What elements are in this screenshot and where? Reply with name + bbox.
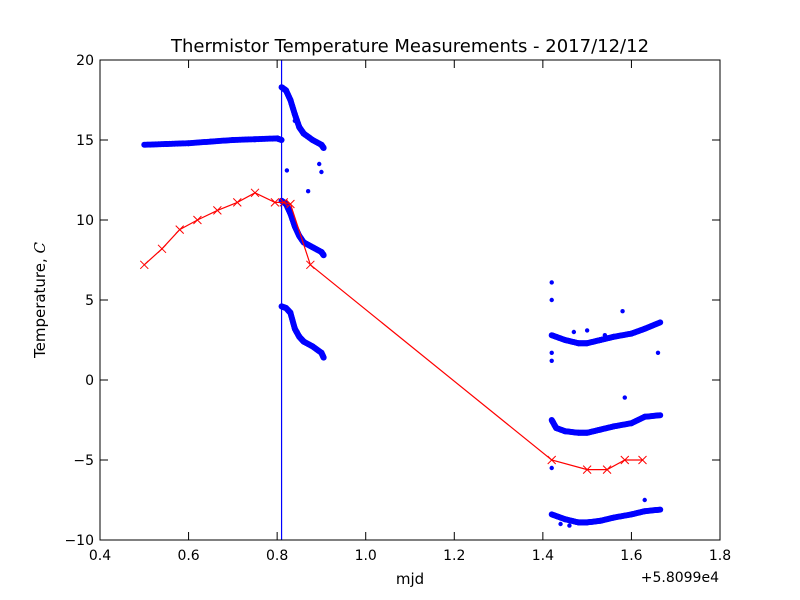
scatter-point — [657, 506, 664, 513]
line-series-marker — [157, 244, 167, 254]
scatter-point — [317, 161, 322, 167]
x-tick-label: 0.4 — [89, 548, 111, 564]
line-series-marker — [602, 465, 612, 474]
scatter-point — [549, 297, 554, 303]
scatter-series-4 — [548, 319, 664, 347]
scatter-point — [622, 395, 627, 400]
scatter-point — [320, 145, 327, 151]
scatter-point — [571, 329, 577, 335]
line-series-marker — [270, 198, 280, 207]
chart-title: Thermistor Temperature Measurements - 20… — [170, 36, 649, 57]
line-series-marker — [620, 455, 630, 465]
line-series-marker — [250, 188, 260, 198]
scatter-point — [292, 118, 298, 124]
scatter-point — [319, 169, 324, 175]
scatter-point — [655, 350, 661, 355]
scatter-point — [320, 252, 327, 259]
y-axis-label: Temperature, C — [31, 241, 49, 359]
scatter-point — [558, 521, 563, 527]
line-series-marker — [232, 198, 242, 207]
y-tick-label: −5 — [73, 453, 94, 469]
scatter-point — [549, 358, 554, 363]
scatter-point — [584, 328, 590, 333]
y-tick-label: 5 — [85, 293, 94, 309]
line-series-marker — [175, 225, 185, 234]
scatter-point — [602, 333, 608, 338]
line-series-marker — [306, 260, 315, 270]
scatter-series-3 — [278, 303, 327, 361]
x-tick-label: 1.6 — [620, 548, 642, 564]
line-series-marker — [638, 455, 647, 465]
scatter-point — [305, 189, 311, 194]
y-tick-label: 20 — [76, 53, 94, 69]
y-tick-label: 0 — [85, 373, 94, 389]
axis-ticks: 0.4 0.6 0.8 1.0 1.2 1.4 1.6 1.8 −10 −5 0 5 10 15 20 — [64, 53, 731, 564]
plot-area — [139, 60, 664, 540]
x-tick-label: 1.4 — [532, 548, 554, 564]
scatter-point — [657, 412, 664, 419]
x-tick-label: 1.2 — [443, 548, 465, 564]
scatter-series-6 — [548, 506, 664, 526]
scatter-point — [620, 309, 625, 314]
x-tick-label: 1.8 — [709, 548, 731, 564]
y-tick-label: −10 — [64, 533, 94, 549]
x-tick-label: 0.6 — [177, 548, 199, 564]
scatter-point — [320, 354, 327, 361]
scatter-series-0 — [141, 135, 285, 148]
line-series-marker — [286, 199, 295, 209]
line-series-marker — [213, 206, 222, 215]
line-series-marker — [279, 198, 289, 207]
x-offset-label: +5.8099e4 — [641, 570, 719, 586]
scatter-point — [549, 280, 554, 285]
scatter-point — [642, 497, 647, 503]
x-tick-label: 0.8 — [266, 548, 288, 564]
y-axis-label-symbol: C — [31, 241, 49, 253]
y-tick-label: 10 — [76, 213, 94, 229]
scatter-series-1 — [278, 84, 327, 151]
line-series-marker — [193, 215, 202, 225]
line-series-marker — [582, 465, 592, 474]
scatter-point — [549, 350, 554, 355]
x-tick-label: 1.0 — [355, 548, 377, 564]
y-axis-label-text: Temperature, — [31, 253, 49, 359]
scatter-point — [567, 523, 572, 528]
y-tick-label: 15 — [76, 133, 94, 149]
scatter-point — [284, 168, 290, 173]
line-series-path — [143, 192, 643, 471]
scatter-series-5 — [548, 412, 664, 436]
scatter-point — [549, 465, 554, 471]
line-series-marker — [139, 260, 149, 270]
x-axis-label: mjd — [396, 570, 424, 588]
scatter-point — [657, 319, 664, 326]
line-series-marker — [547, 455, 557, 465]
scatter-series-7 — [284, 118, 661, 528]
